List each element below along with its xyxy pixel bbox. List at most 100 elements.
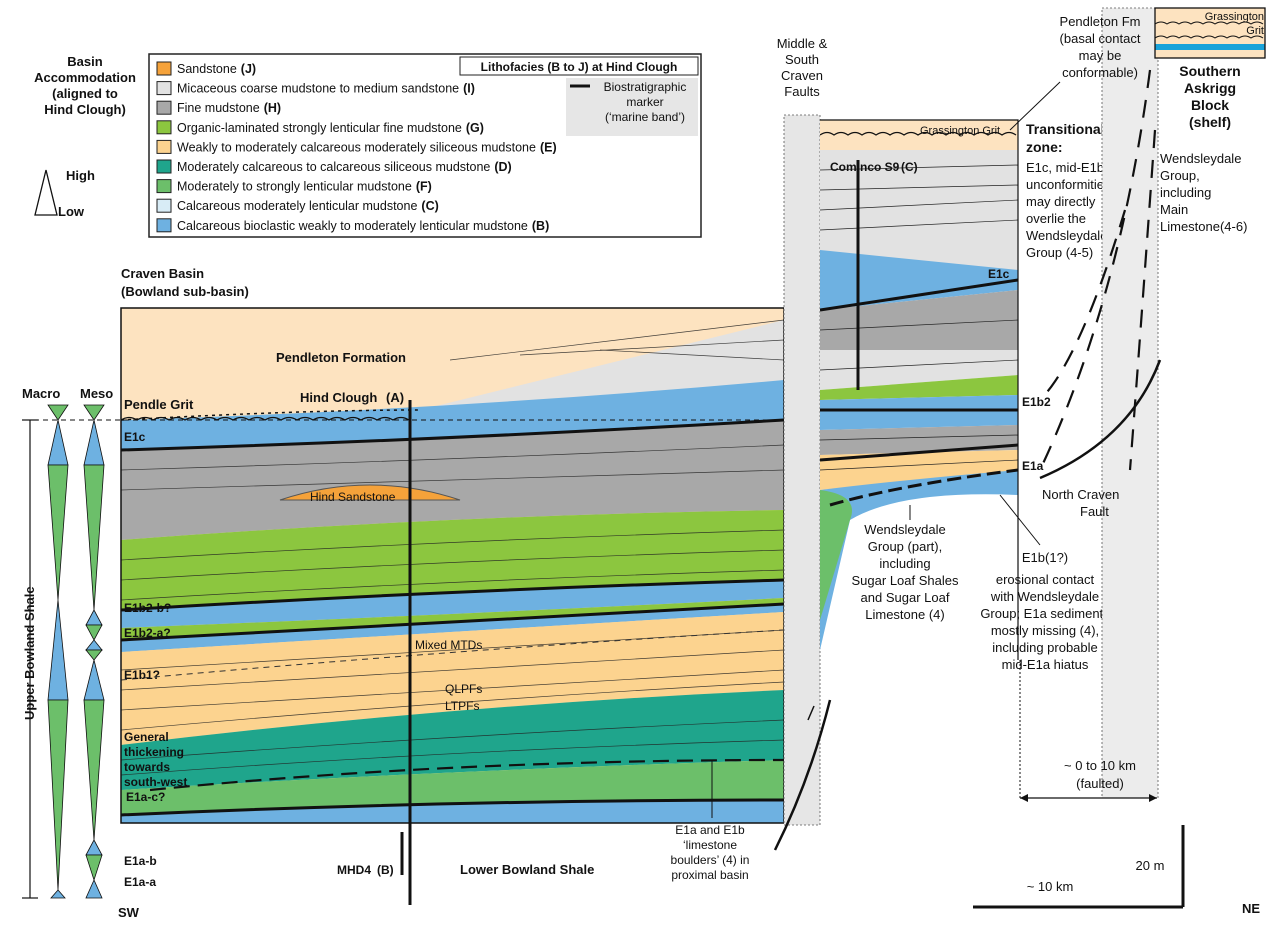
legend-item-label: Weakly to moderately calcareous moderate… [177,140,557,154]
block-line-1: Southern [1179,63,1240,79]
label-thickening-1: General [124,730,169,744]
legend-swatch [156,159,172,174]
legend-swatch [156,198,172,213]
legend-item-label: Moderately calcareous to calcareous sili… [177,160,512,174]
wend-line-5: and Sugar Loaf [861,590,950,605]
shelf-inset [1154,7,1266,59]
label-pendle-grit: Pendle Grit [124,397,194,412]
marker-e1b2-a: E1b2-a? [124,626,171,640]
marker-e1b1: E1b1? [124,668,160,682]
meso-column [83,404,105,899]
wend-line-4: Sugar Loaf Shales [852,573,959,588]
group-line-2: Group, [1160,168,1200,183]
wend-line-3: including [879,556,930,571]
erosion-line-2: erosional contact [996,572,1095,587]
pendleton-line-1: Pendleton Fm [1060,14,1141,29]
header-macro: Macro [22,386,60,401]
fault-line-south [773,699,832,851]
fault-ms-4: Faults [784,84,820,99]
fault-ms-3: Craven [781,68,823,83]
legend-item-label: Calcareous bioclastic weakly to moderate… [177,219,549,233]
transitional-section [820,119,1019,660]
label-grassington-trans: Grassington Grit [920,125,1000,137]
pendleton-line-4: conformable) [1062,65,1138,80]
marker-e1a-b: E1a-b [124,854,157,868]
label-hind-clough-code: (A) [386,390,404,405]
lamination-lines [121,319,784,776]
pendleton-fm-text: Pendleton Fm (basal contact may be confo… [1060,14,1141,80]
distance-line-2: (faulted) [1076,776,1124,791]
legend-header: Lithofacies (B to J) at Hind Clough [481,60,678,74]
erosion-line-1: E1b(1?) [1022,550,1068,565]
legend-marker-2: marker [626,95,663,109]
legend-swatch [156,139,172,154]
legend-item-label: Calcareous moderately lenticular mudston… [177,199,439,213]
legend-marker-3: (‘marine band’) [605,110,685,124]
wend-line-1: Wendsleydale [864,522,945,537]
marker-e1a-a: E1a-a [124,875,156,889]
accommodation-title-1: Basin [67,54,102,69]
basin-title-2: (Bowland sub-basin) [121,284,249,299]
label-hind-sandstone: Hind Sandstone [310,490,396,504]
accommodation-high: High [66,168,95,183]
legend-swatch [156,218,172,233]
zone-line-8: Group (4-5) [1026,245,1093,260]
zone-line-7: Wendsleydale [1026,228,1107,243]
block-line-2: Askrigg [1184,80,1236,96]
legend-swatch [156,81,172,96]
legend-item-label: Sandstone (J) [177,62,256,76]
fault-zone-band [783,114,821,826]
wendsleydale-group-text: Wendsleydale Group, including Main Limes… [1160,151,1247,234]
wend-line-2: Group (part), [868,539,942,554]
group-line-3: including [1160,185,1211,200]
marker-e1a-c: E1a-c? [126,790,165,804]
trans-marker-e1a: E1a [1022,459,1044,473]
scale-vertical-label: 20 m [1136,858,1165,873]
erosion-line-4: Group; E1a sediments [980,606,1110,621]
limestone-label-3: boulders’ (4) in [671,853,750,867]
scale-horizontal-label: ~ 10 km [1027,879,1074,894]
legend-item-label: Moderately to strongly lenticular mudsto… [177,180,432,194]
accommodation-title-3: (aligned to [52,86,118,101]
legend-swatch [156,61,172,76]
erosion-line-7: mid-E1a hiatus [1002,657,1089,672]
accommodation-triangle-icon [34,169,58,216]
legend-marker-1: Biostratigraphic [604,80,687,94]
limestone-label-2: ‘limestone [683,838,737,852]
accommodation-key: Basin Accommodation (aligned to Hind Clo… [34,54,136,219]
label-qlpfs: QLPFs [445,682,482,696]
north-craven-2: Fault [1080,504,1109,519]
legend-item-label: Micaceous coarse mudstone to medium sand… [177,82,475,96]
projected-faults [1039,69,1157,471]
erosion-line-6: including probable [992,640,1098,655]
label-thickening-2: thickening [124,745,184,759]
zone-line-3: E1c, mid-E1b1; [1026,160,1115,175]
distance-line-1: ~ 0 to 10 km [1064,758,1136,773]
erosion-line-5: mostly missing (4), [991,623,1099,638]
header-meso: Meso [80,386,113,401]
erosion-line-3: with Wendsleydale [990,589,1099,604]
north-craven-1: North Craven [1042,487,1119,502]
orientation-ne: NE [1242,901,1260,916]
label-ltpfs: LTPFs [445,699,479,713]
trans-marker-e1c: E1c [988,267,1010,281]
limestone-label-4: proximal basin [671,868,748,882]
label-thickening-3: towards [124,760,170,774]
legend-swatch [156,120,172,135]
block-line-4: (shelf) [1189,114,1231,130]
shelf-grassington-2: Grit [1246,25,1264,37]
fault-ms-1: Middle & [777,36,828,51]
label-lower-bowland: Lower Bowland Shale [460,862,594,877]
orientation-sw: SW [118,905,140,920]
zone-line-6: overlie the [1026,211,1086,226]
marker-e1b2-b: E1b2-b? [124,601,171,615]
zone-line-2: zone: [1026,139,1063,155]
basin-title-1: Craven Basin [121,266,204,281]
legend-item-label: Organic-laminated strongly lenticular fi… [177,121,484,135]
basin-section [120,307,785,905]
north-craven-fault-line [1039,359,1162,480]
limestone-label-1: E1a and E1b [675,823,745,837]
label-mixed-mtds: Mixed MTDs [415,638,482,652]
label-cominco: Cominco S9 [830,160,900,174]
group-line-5: Limestone(4-6) [1160,219,1247,234]
